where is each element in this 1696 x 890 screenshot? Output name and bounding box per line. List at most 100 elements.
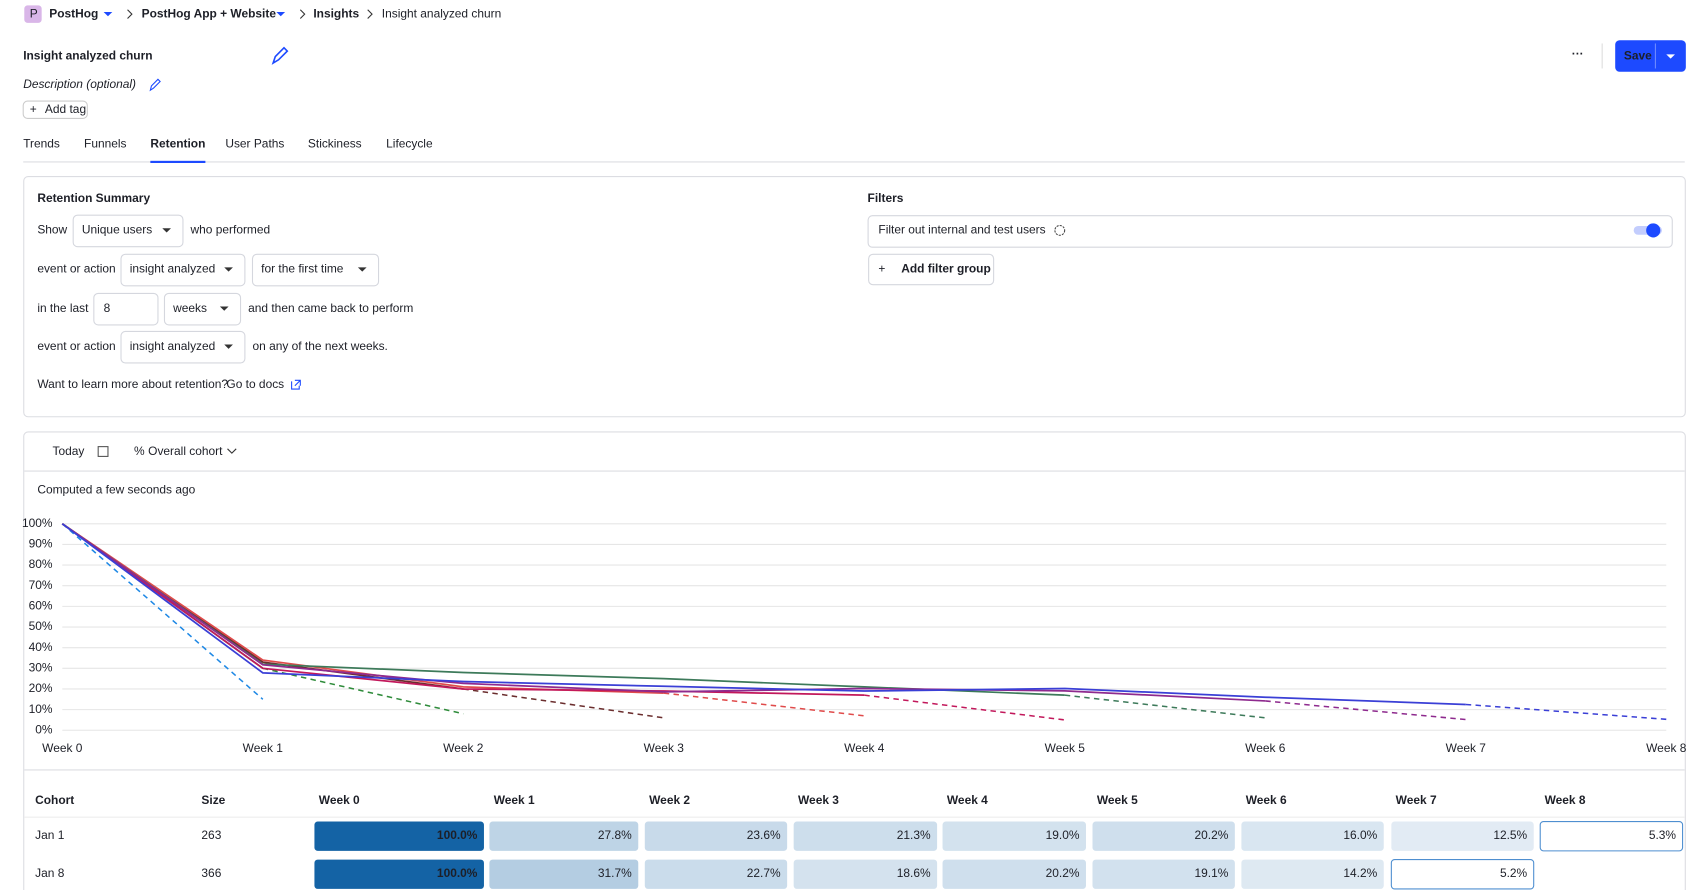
filter-toggle-row xyxy=(867,215,1673,248)
cohort-line-incomplete xyxy=(1064,694,1266,719)
retention-cell xyxy=(644,859,788,889)
y-tick-label: 10% xyxy=(29,702,53,716)
save-button[interactable] xyxy=(1615,40,1686,72)
label: in the last xyxy=(37,301,89,315)
add-filter-text: Add filter group xyxy=(901,262,991,276)
y-tick-label: 30% xyxy=(29,660,53,674)
breadcrumb: Insight analyzed churn xyxy=(382,6,501,20)
tab[interactable]: Stickiness xyxy=(308,137,362,151)
cohort-line-incomplete xyxy=(61,523,264,700)
caret xyxy=(162,228,171,233)
x-tick-label: Week 6 xyxy=(1245,741,1286,755)
retention-cell xyxy=(489,821,639,851)
more-button[interactable]: ··· xyxy=(1572,46,1584,60)
retention-value: 100.0% xyxy=(437,866,478,880)
retention-value: 19.1% xyxy=(1194,866,1228,880)
size-cell: 263 xyxy=(201,828,221,842)
edit-icon xyxy=(271,46,289,65)
retention-value: 5.3% xyxy=(1649,828,1677,842)
retention-value: 22.7% xyxy=(747,866,781,880)
breadcrumb[interactable]: Insights xyxy=(313,6,359,20)
retention-value: 27.8% xyxy=(598,828,632,842)
retention-cell xyxy=(1092,821,1235,851)
separator xyxy=(367,9,373,19)
x-tick-label: Week 7 xyxy=(1446,741,1487,755)
date-button[interactable]: Today xyxy=(53,444,85,458)
cohort-select[interactable]: Overall cohort xyxy=(148,444,223,458)
chevron xyxy=(227,448,237,454)
breadcrumb[interactable]: PostHog xyxy=(49,6,98,20)
retention-cell xyxy=(644,821,788,851)
cohort-line-incomplete xyxy=(1265,700,1466,721)
retention-value: 23.6% xyxy=(747,828,781,842)
add-filter-button[interactable] xyxy=(868,253,995,286)
period-unit-select-text: weeks xyxy=(172,301,207,315)
event-select[interactable] xyxy=(120,253,246,287)
retention-value: 100.0% xyxy=(437,828,478,842)
filter-text: Filter out internal and test users xyxy=(878,223,1045,237)
y-tick-label: 80% xyxy=(29,557,53,571)
y-tick-label: 20% xyxy=(29,681,53,695)
caret xyxy=(276,11,286,17)
return-event-select-text: insight analyzed xyxy=(130,339,216,353)
y-tick-label: 0% xyxy=(35,722,53,736)
percent-icon: % xyxy=(134,444,145,458)
retention-cell xyxy=(793,821,938,851)
retention-value: 31.7% xyxy=(598,866,632,880)
add-tag-button[interactable] xyxy=(22,100,88,119)
x-tick-label: Week 0 xyxy=(42,741,83,755)
cohort-line-incomplete xyxy=(463,688,664,719)
label: who performed xyxy=(190,223,271,237)
org-icon xyxy=(24,5,42,23)
retention-value: 18.6% xyxy=(897,866,931,880)
retention-value: 20.2% xyxy=(1046,866,1080,880)
retention-cell xyxy=(1539,820,1684,852)
first-time-select[interactable] xyxy=(251,253,380,287)
unique-select[interactable] xyxy=(72,214,184,248)
separator xyxy=(299,9,306,19)
caret xyxy=(224,267,233,272)
period-unit-select[interactable] xyxy=(163,292,242,326)
y-tick-label: 70% xyxy=(29,578,53,592)
period-input[interactable] xyxy=(93,292,159,326)
docs-link[interactable]: Go to docs xyxy=(226,377,284,391)
retention-cell xyxy=(1092,859,1235,889)
caret xyxy=(219,306,229,311)
tab[interactable]: Trends xyxy=(23,137,60,151)
cohort-cell: Jan 1 xyxy=(35,828,65,842)
retention-value: 12.5% xyxy=(1493,828,1527,842)
tab[interactable]: Lifecycle xyxy=(386,137,433,151)
label: event or action xyxy=(37,262,115,276)
retention-cell xyxy=(1241,859,1384,889)
filters-heading: Filters xyxy=(868,191,904,205)
column-header: Week 4 xyxy=(947,793,988,807)
x-tick-label: Week 3 xyxy=(644,741,685,755)
y-tick-label: 40% xyxy=(29,640,53,654)
return-event-select[interactable] xyxy=(120,330,246,364)
retention-cell xyxy=(1390,859,1535,890)
retention-cell xyxy=(1241,821,1384,851)
cohort-line xyxy=(61,523,865,697)
tab[interactable]: Retention xyxy=(150,137,205,151)
calendar-icon xyxy=(97,446,109,457)
retention-cell xyxy=(942,859,1086,889)
column-header: Week 6 xyxy=(1246,793,1287,807)
breadcrumb[interactable]: PostHog App + Website xyxy=(142,6,277,20)
y-tick-label: 60% xyxy=(29,599,53,613)
x-tick-label: Week 4 xyxy=(844,741,885,755)
label: and then came back to perform xyxy=(248,301,413,315)
column-header: Week 2 xyxy=(649,793,690,807)
tab[interactable]: User Paths xyxy=(225,137,284,151)
column-header: Cohort xyxy=(35,793,74,807)
toggle-knob xyxy=(1646,223,1661,238)
description: Description (optional) xyxy=(23,77,136,91)
y-tick-label: 100% xyxy=(22,516,53,530)
y-tick-label: 50% xyxy=(29,619,53,633)
save-text: Save xyxy=(1624,49,1652,63)
tab[interactable]: Funnels xyxy=(84,137,127,151)
column-header: Week 3 xyxy=(798,793,839,807)
cohort-line-incomplete xyxy=(663,692,865,717)
results-panel xyxy=(23,431,1686,890)
column-header: Week 8 xyxy=(1545,793,1586,807)
label: Show xyxy=(37,223,67,237)
